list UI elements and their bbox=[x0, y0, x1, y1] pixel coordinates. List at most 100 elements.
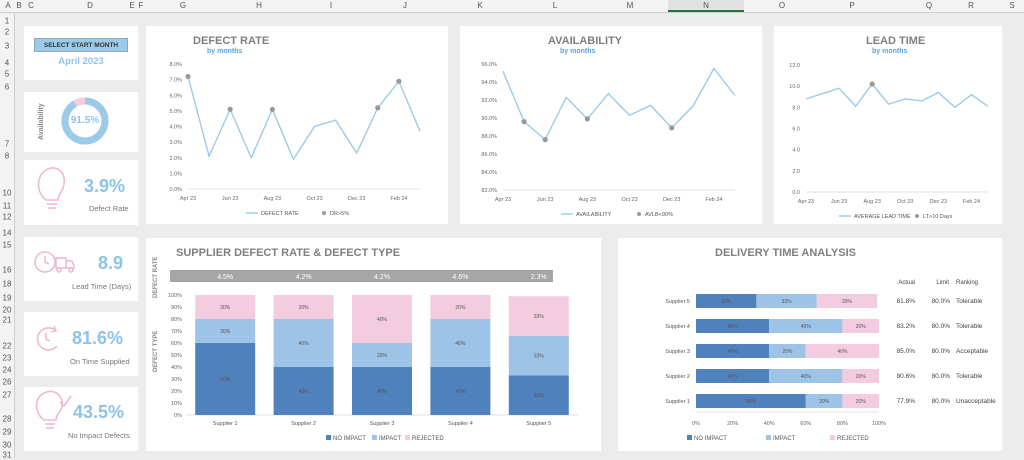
delivery-bar-label: 20% bbox=[856, 374, 867, 380]
column-header-r[interactable]: R bbox=[968, 1, 974, 10]
supplier-ytick: 70% bbox=[171, 329, 182, 335]
column-header-o[interactable]: O bbox=[778, 1, 786, 10]
column-header-n[interactable]: N bbox=[703, 1, 709, 10]
delivery-legend-label: IMPACT bbox=[773, 436, 796, 442]
row-header-14[interactable]: 14 bbox=[2, 228, 12, 238]
row-header-24[interactable]: 24 bbox=[2, 365, 12, 375]
column-header-a[interactable]: A bbox=[5, 1, 11, 10]
column-header-g[interactable]: G bbox=[179, 1, 187, 10]
on-time-label: On Time Supplied bbox=[70, 357, 130, 366]
delivery-bar-segment bbox=[696, 344, 770, 358]
selected-month: April 2023 bbox=[58, 56, 104, 67]
chart1-xtick: Feb 24 bbox=[705, 197, 722, 203]
supplier-bar-segment bbox=[195, 343, 256, 415]
supplier-bar-label: 20% bbox=[299, 305, 310, 311]
delivery-bar-segment bbox=[696, 319, 770, 333]
column-header-b[interactable]: B bbox=[16, 1, 22, 10]
delivery-bar-label: 40% bbox=[728, 349, 739, 355]
column-header-s[interactable]: S bbox=[1009, 1, 1015, 10]
column-header-l[interactable]: L bbox=[552, 1, 558, 10]
delivery-legend-label: NO IMPACT bbox=[694, 436, 727, 442]
delivery-xtick: 60% bbox=[800, 421, 811, 427]
chart0-ytick: 1.0% bbox=[169, 171, 182, 177]
select-start-month-button[interactable]: SELECT START MONTH bbox=[34, 38, 128, 52]
chart0-legend-marker bbox=[322, 211, 326, 215]
column-header-c[interactable]: C bbox=[28, 1, 34, 10]
supplier-ytick: 10% bbox=[171, 401, 182, 407]
column-header-q[interactable]: Q bbox=[925, 1, 933, 10]
delivery-bar-segment bbox=[842, 394, 879, 408]
column-header-j[interactable]: J bbox=[403, 1, 407, 10]
chart2-series-line bbox=[805, 82, 989, 109]
chart1-legend-marker bbox=[637, 212, 641, 216]
row-header-7[interactable]: 7 bbox=[4, 139, 10, 149]
row-header-5[interactable]: 5 bbox=[4, 69, 10, 79]
chart0-ytick: 3.0% bbox=[169, 140, 182, 146]
chart1-xtick: Oct 23 bbox=[621, 197, 637, 203]
delivery-bar-segment bbox=[696, 294, 757, 308]
lead-time-kpi-card bbox=[24, 237, 138, 301]
row-header-12[interactable]: 12 bbox=[2, 212, 12, 222]
row-header-31[interactable]: 31 bbox=[2, 450, 12, 460]
row-header-4[interactable]: 4 bbox=[4, 58, 10, 68]
row-header-1[interactable]: 1 bbox=[4, 16, 10, 26]
supplier-ytick: 0% bbox=[174, 413, 182, 419]
delivery-bar-segment bbox=[756, 294, 817, 308]
delivery-category-label: Supplier 1 bbox=[665, 399, 690, 405]
delivery-bar-segment bbox=[842, 369, 879, 383]
column-header-i[interactable]: I bbox=[329, 1, 333, 10]
row-header-3[interactable]: 3 bbox=[4, 41, 10, 51]
supplier-bar-segment bbox=[430, 295, 491, 319]
row-header-21[interactable]: 21 bbox=[2, 315, 12, 325]
row-header-16[interactable]: 16 bbox=[2, 265, 12, 275]
column-header-k[interactable]: K bbox=[477, 1, 483, 10]
row-header-22[interactable]: 22 bbox=[2, 341, 12, 351]
row-header-29[interactable]: 29 bbox=[2, 427, 12, 437]
chart1-xtick: Jun 23 bbox=[537, 197, 554, 203]
row-header-18[interactable]: 18 bbox=[2, 279, 12, 289]
row-header-30[interactable]: 30 bbox=[2, 440, 12, 450]
chart2-legend-label-0: AVERAGE LEAD TIME bbox=[854, 214, 911, 220]
row-header-26[interactable]: 26 bbox=[2, 377, 12, 387]
chart1-xtick: Dec 23 bbox=[663, 197, 680, 203]
delivery-ranking-value: Tolerable bbox=[956, 373, 983, 380]
column-header-p[interactable]: P bbox=[849, 1, 855, 10]
chart1-ytick: 90.0% bbox=[481, 116, 497, 122]
chart2-marker bbox=[869, 81, 875, 87]
supplier-bar-segment bbox=[195, 295, 256, 319]
row-header-2[interactable]: 2 bbox=[4, 27, 10, 37]
row-header-6[interactable]: 6 bbox=[4, 82, 10, 92]
row-header-23[interactable]: 23 bbox=[2, 353, 12, 363]
defect-rate-label: Defect Rate bbox=[89, 204, 129, 213]
chart2-legend-label-1: LT>10 Days bbox=[923, 214, 953, 220]
delivery-bar-label: 20% bbox=[856, 399, 867, 405]
supplier-bar-segment bbox=[273, 319, 334, 367]
column-header-m[interactable]: M bbox=[626, 1, 634, 10]
chart0-xtick: Aug 23 bbox=[264, 196, 281, 202]
supplier-bar-label: 40% bbox=[299, 389, 310, 395]
availability-chart-subtitle: by months bbox=[560, 48, 596, 55]
chart0-ytick: 4.0% bbox=[169, 125, 182, 131]
row-header-10[interactable]: 10 bbox=[2, 188, 12, 198]
column-header-h[interactable]: H bbox=[256, 1, 262, 10]
column-header-f[interactable]: F bbox=[138, 1, 144, 10]
delivery-actual-value: 80.6% bbox=[897, 373, 916, 380]
supplier-legend-label: NO IMPACT bbox=[333, 436, 366, 442]
row-header-27[interactable]: 27 bbox=[2, 390, 12, 400]
row-header-8[interactable]: 8 bbox=[4, 151, 10, 161]
delivery-bar-label: 40% bbox=[801, 374, 812, 380]
column-header-d[interactable]: D bbox=[87, 1, 93, 10]
delivery-ranking-value: Acceptable bbox=[956, 348, 989, 355]
row-header-20[interactable]: 20 bbox=[2, 305, 12, 315]
column-header-e[interactable]: E bbox=[129, 1, 135, 10]
row-header-28[interactable]: 28 bbox=[2, 414, 12, 424]
supplier-bar-segment bbox=[430, 367, 491, 415]
row-header-11[interactable]: 11 bbox=[2, 201, 12, 211]
availability-value: 91.5% bbox=[70, 115, 100, 126]
supplier-ytick: 60% bbox=[171, 341, 182, 347]
supplier-bar-segment bbox=[352, 367, 412, 415]
defect-rate-kpi-card bbox=[24, 160, 138, 225]
row-header-19[interactable]: 19 bbox=[2, 293, 12, 303]
row-header-15[interactable]: 15 bbox=[2, 240, 12, 250]
